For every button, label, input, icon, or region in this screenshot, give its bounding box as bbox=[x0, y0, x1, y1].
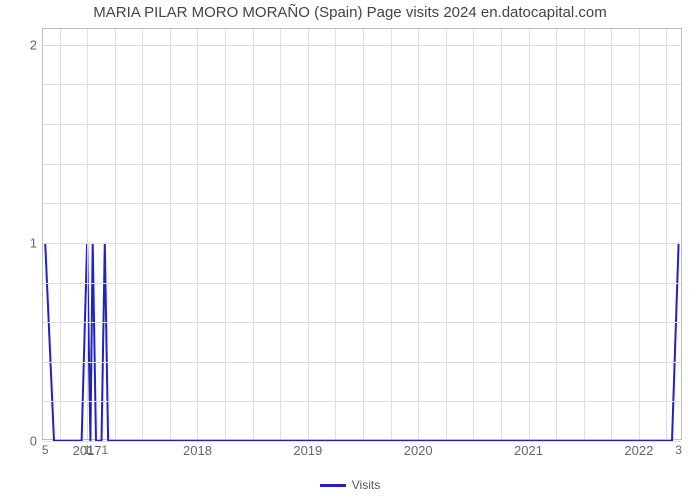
gridline-vertical-minor bbox=[391, 29, 392, 439]
gridline-vertical-minor bbox=[115, 29, 116, 439]
gridline-vertical-minor bbox=[225, 29, 226, 439]
gridline-horizontal bbox=[43, 243, 681, 244]
data-point-label: 3 bbox=[675, 443, 682, 457]
x-tick-label: 2018 bbox=[183, 439, 212, 458]
gridline-horizontal-minor bbox=[43, 322, 681, 323]
gridline-horizontal-minor bbox=[43, 164, 681, 165]
chart-container: { "chart": { "type": "line", "title": "M… bbox=[0, 0, 700, 500]
gridline-vertical-minor bbox=[280, 29, 281, 439]
gridline-horizontal-minor bbox=[43, 203, 681, 204]
gridline-vertical bbox=[418, 29, 419, 439]
gridline-vertical-minor bbox=[170, 29, 171, 439]
gridline-vertical bbox=[197, 29, 198, 439]
chart-title: MARIA PILAR MORO MORAÑO (Spain) Page vis… bbox=[0, 4, 700, 21]
legend-swatch bbox=[320, 484, 346, 487]
legend-label: Visits bbox=[352, 478, 380, 492]
y-tick-label: 2 bbox=[30, 37, 43, 52]
gridline-horizontal-minor bbox=[43, 124, 681, 125]
legend: Visits bbox=[0, 478, 700, 492]
gridline-vertical-minor bbox=[363, 29, 364, 439]
gridline-vertical-minor bbox=[142, 29, 143, 439]
gridline-vertical-minor bbox=[556, 29, 557, 439]
gridline-vertical bbox=[529, 29, 530, 439]
gridline-horizontal bbox=[43, 441, 681, 442]
gridline-horizontal-minor bbox=[43, 84, 681, 85]
gridline-vertical-minor bbox=[473, 29, 474, 439]
data-point-label: 5 bbox=[42, 443, 49, 457]
x-tick-label: 2022 bbox=[624, 439, 653, 458]
gridline-vertical-minor bbox=[335, 29, 336, 439]
data-point-label: 1 bbox=[101, 443, 108, 457]
gridline-vertical-minor bbox=[584, 29, 585, 439]
gridline-vertical-minor bbox=[501, 29, 502, 439]
gridline-vertical bbox=[639, 29, 640, 439]
gridline-vertical-minor bbox=[60, 29, 61, 439]
gridline-vertical bbox=[308, 29, 309, 439]
x-tick-label: 2021 bbox=[514, 439, 543, 458]
gridline-vertical bbox=[87, 29, 88, 439]
data-point-label: 1 bbox=[87, 443, 94, 457]
gridline-vertical-minor bbox=[253, 29, 254, 439]
x-tick-label: 2019 bbox=[293, 439, 322, 458]
gridline-horizontal-minor bbox=[43, 283, 681, 284]
gridline-horizontal-minor bbox=[43, 401, 681, 402]
gridline-horizontal-minor bbox=[43, 362, 681, 363]
x-tick-label: 2020 bbox=[404, 439, 433, 458]
plot-area: 01220172018201920202021202251113 bbox=[42, 28, 682, 440]
y-tick-label: 1 bbox=[30, 235, 43, 250]
gridline-vertical-minor bbox=[666, 29, 667, 439]
gridline-vertical-minor bbox=[611, 29, 612, 439]
gridline-vertical-minor bbox=[446, 29, 447, 439]
gridline-horizontal bbox=[43, 45, 681, 46]
